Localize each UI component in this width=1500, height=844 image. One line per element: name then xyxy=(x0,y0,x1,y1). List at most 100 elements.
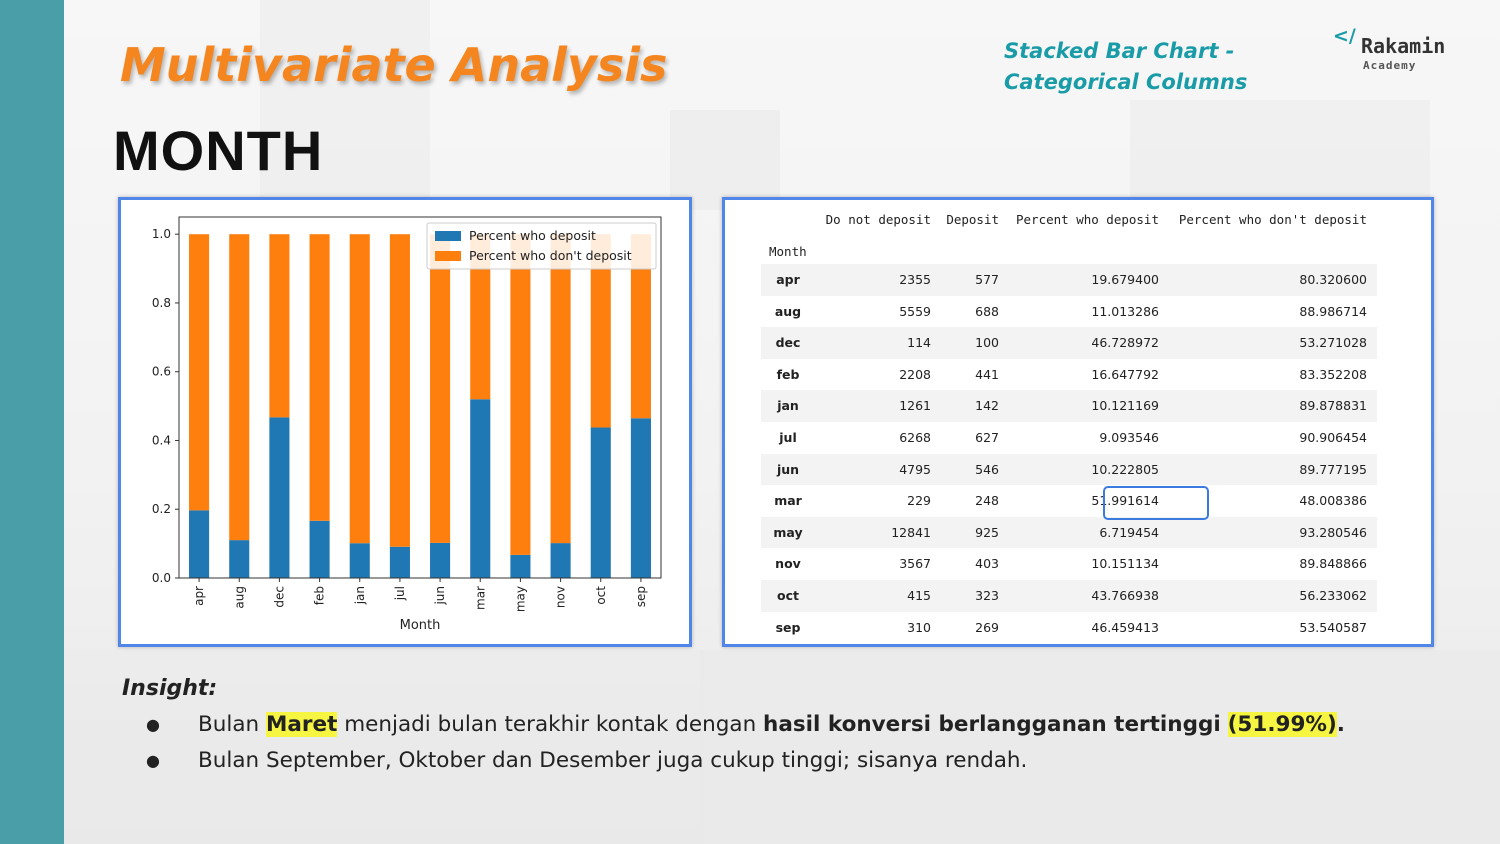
cell-percent-no-deposit: 89.848866 xyxy=(1299,556,1367,572)
row-month: may xyxy=(773,524,803,540)
header-index-month: Month xyxy=(769,244,807,259)
cell-do-not-deposit: 415 xyxy=(907,587,931,603)
cell-percent-deposit: 19.679400 xyxy=(1091,272,1159,287)
row-month: sep xyxy=(775,619,801,635)
bar-jul-no-deposit xyxy=(389,234,410,547)
cell-do-not-deposit: 310 xyxy=(907,619,931,635)
cell-percent-deposit: 16.647792 xyxy=(1091,366,1159,382)
table-row: jul 6268 627 9.093546 90.906454 xyxy=(761,422,1377,454)
row-month: jan xyxy=(777,398,799,414)
logo-mark-icon: </ xyxy=(1333,25,1356,47)
row-month: nov xyxy=(775,556,801,572)
header-deposit: Deposit xyxy=(946,212,999,227)
cell-deposit: 627 xyxy=(975,429,999,445)
x-tick-label: may xyxy=(513,586,527,612)
cell-deposit: 403 xyxy=(975,556,999,572)
bar-dec-no-deposit xyxy=(269,234,290,418)
bar-jun-deposit xyxy=(430,542,451,578)
y-tick-label: 0.4 xyxy=(152,433,171,447)
bar-sep-deposit xyxy=(630,418,651,578)
table-row: aug 5559 688 11.013286 88.986714 xyxy=(761,296,1377,328)
logo-subtitle: Academy xyxy=(1363,59,1417,72)
table-row: jan 1261 142 10.121169 89.878831 xyxy=(761,390,1377,422)
cell-percent-no-deposit: 90.906454 xyxy=(1299,429,1367,445)
cell-deposit: 441 xyxy=(975,366,999,382)
rakamin-logo: </ Rakamin Academy xyxy=(1333,25,1473,75)
table-row: jun 4795 546 10.222805 89.777195 xyxy=(761,453,1377,486)
chart-panel: apr aug dec feb jan jul jun mar may nov oct sep 0.0 0… xyxy=(118,197,692,647)
table-row: sep 310 269 46.459413 53.540587 xyxy=(761,612,1377,644)
table-row: nov 3567 403 10.151134 89.848866 xyxy=(761,548,1377,580)
legend-box xyxy=(426,222,657,270)
bar-nov-no-deposit xyxy=(550,234,571,544)
bullet-icon: ● xyxy=(146,751,160,770)
cell-percent-deposit: 9.093546 xyxy=(1099,429,1159,445)
bar-mar-deposit xyxy=(470,399,491,578)
cell-do-not-deposit: 3567 xyxy=(899,556,931,572)
table-panel: Do not deposit Deposit Percent who depos… xyxy=(722,197,1434,647)
cell-do-not-deposit: 2208 xyxy=(899,366,931,382)
row-month: jul xyxy=(779,429,797,445)
cell-percent-deposit: 10.222805 xyxy=(1091,461,1159,477)
row-month: dec xyxy=(775,335,801,351)
plot-frame xyxy=(178,216,662,579)
bullet1-period: . xyxy=(1336,712,1345,737)
bar-aug-deposit xyxy=(229,540,250,578)
legend-label: Percent who deposit xyxy=(469,228,596,243)
table-body: apr 2355 577 19.679400 80.320600 aug 5559 688 11… xyxy=(761,264,1377,643)
row-month: aug xyxy=(774,303,802,319)
bar-may-deposit xyxy=(510,554,531,578)
bullet1-highlight-month: Maret xyxy=(266,712,338,737)
x-tick-label: jan xyxy=(353,586,367,605)
cell-percent-no-deposit: 53.271028 xyxy=(1299,335,1367,351)
table-row: mar 229 248 51.991614 48.008386 xyxy=(761,485,1377,517)
bar-jan-deposit xyxy=(349,543,370,578)
y-tick-label: 0.8 xyxy=(152,296,171,310)
y-tick-label: 0.0 xyxy=(152,571,171,585)
y-tick-label: 1.0 xyxy=(152,227,171,241)
highlight-box xyxy=(1103,486,1209,520)
x-tick-label: aug xyxy=(232,586,246,609)
row-month: apr xyxy=(776,272,800,287)
bar-nov-deposit xyxy=(550,543,571,578)
cell-deposit: 100 xyxy=(975,335,999,351)
table-row: may 12841 925 6.719454 93.280546 xyxy=(761,516,1377,549)
background-building xyxy=(1130,100,1430,210)
row-month: oct xyxy=(777,587,799,603)
x-tick-label: dec xyxy=(272,586,286,608)
header-percent-deposit: Percent who deposit xyxy=(1016,212,1159,227)
bar-aug-no-deposit xyxy=(229,234,250,541)
bar-jan-no-deposit xyxy=(349,234,370,544)
bar-feb-deposit xyxy=(309,520,330,578)
bullet1-part: Bulan xyxy=(198,712,266,737)
bullet-text: Bulan Maret menjadi bulan terakhir konta… xyxy=(198,710,1345,740)
bar-jun-no-deposit xyxy=(430,234,451,543)
bullet1-highlight-percent: (51.99%) xyxy=(1227,712,1337,737)
bullet1-part: menjadi bulan terakhir kontak dengan xyxy=(337,712,764,737)
x-tick-label: mar xyxy=(473,586,487,610)
slide-subtitle: MONTH xyxy=(113,119,324,182)
cell-percent-no-deposit: 56.233062 xyxy=(1299,587,1367,603)
cell-percent-no-deposit: 53.540587 xyxy=(1299,619,1367,635)
table-header: Do not deposit Deposit Percent who depos… xyxy=(761,204,1377,264)
cell-deposit: 248 xyxy=(975,493,999,509)
cell-deposit: 925 xyxy=(975,524,999,540)
x-tick-label: feb xyxy=(313,586,327,605)
y-tick-label: 0.2 xyxy=(152,502,171,516)
cell-do-not-deposit: 12841 xyxy=(891,524,931,540)
row-month: feb xyxy=(776,366,800,382)
cell-percent-no-deposit: 83.352208 xyxy=(1299,366,1367,382)
background-building xyxy=(260,0,430,210)
legend-label: Percent who don't deposit xyxy=(469,248,632,263)
bar-oct-deposit xyxy=(590,427,611,578)
cell-percent-deposit: 51.991614 xyxy=(1091,493,1159,509)
row-month: mar xyxy=(774,493,802,509)
y-tick-label: 0.6 xyxy=(152,365,171,379)
bar-jul-deposit xyxy=(389,546,410,578)
cell-percent-deposit: 6.719454 xyxy=(1099,524,1159,540)
row-month: jun xyxy=(776,461,800,477)
left-accent-bar xyxy=(0,0,64,844)
bar-oct-no-deposit xyxy=(590,234,611,428)
chart-type-line-2: Categorical Columns xyxy=(1004,70,1248,94)
cell-deposit: 688 xyxy=(975,303,999,319)
